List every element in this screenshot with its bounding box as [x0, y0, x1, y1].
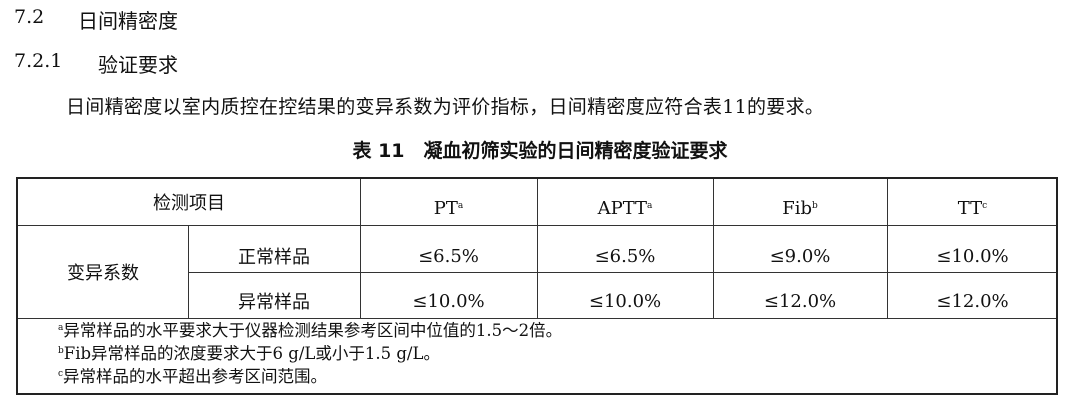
footnote: c异常样品的水平超出参考区间范围。 — [58, 365, 562, 388]
footnote-text: 异常样品的水平超出参考区间范围。 — [63, 367, 328, 386]
subsection-title: 验证要求 — [98, 53, 178, 77]
table-caption: 表 11 凝血初筛实验的日间精密度验证要求 — [352, 140, 728, 162]
table-cell: ≤10.0% — [412, 290, 485, 312]
footnote-mark: b — [58, 346, 64, 356]
column-name: Fib — [782, 197, 812, 219]
divider — [713, 179, 714, 318]
header-tt: TT c — [887, 185, 1058, 231]
footnote-mark: a — [457, 201, 464, 211]
body-paragraph: 日间精密度以室内质控在控结果的变异系数为评价指标，日间精密度应符合表11的要求。 — [66, 96, 825, 118]
table-footnotes: a异常样品的水平要求大于仪器检测结果参考区间中位值的1.5～2倍。 bFib异常… — [58, 319, 562, 388]
table-cell: ≤10.0% — [588, 290, 662, 312]
divider — [887, 179, 888, 318]
header-fib: Fib b — [713, 185, 887, 231]
column-name: APTT — [597, 197, 648, 219]
section-title: 日间精密度 — [78, 9, 178, 33]
precision-table: 检测项目 PT a APTT a Fib b TT c 变异系数 正常样品 ≤6.5% … — [16, 177, 1058, 395]
column-name: TT — [957, 197, 983, 219]
row-label: 正常样品 — [238, 247, 310, 268]
footnote: a异常样品的水平要求大于仪器检测结果参考区间中位值的1.5～2倍。 — [58, 319, 562, 342]
column-name: PT — [433, 197, 458, 219]
divider — [188, 225, 189, 318]
divider — [18, 318, 1056, 319]
footnote: bFib异常样品的浓度要求大于6 g/L或小于1.5 g/L。 — [58, 342, 562, 365]
table-cell: ≤6.5% — [594, 245, 656, 267]
footnote-mark: c — [58, 369, 64, 379]
subsection-number: 7.2.1 — [14, 50, 63, 72]
divider — [360, 179, 361, 318]
divider — [188, 272, 1056, 273]
header-aptt: APTT a — [537, 185, 713, 231]
section-number: 7.2 — [14, 6, 45, 28]
table-cell: ≤12.0% — [763, 290, 837, 312]
table-cell: ≤10.0% — [936, 245, 1009, 267]
header-pt: PT a — [360, 185, 537, 231]
table-cell: ≤12.0% — [936, 290, 1009, 312]
footnote-mark: a — [58, 323, 64, 333]
footnote-mark: a — [647, 201, 653, 211]
footnote-text: 异常样品的水平要求大于仪器检测结果参考区间中位值的1.5～2倍。 — [63, 321, 563, 340]
footnote-mark: b — [812, 201, 818, 211]
table-cell: ≤6.5% — [418, 245, 479, 267]
row-group-label: 变异系数 — [67, 262, 139, 284]
divider — [537, 179, 538, 318]
footnote-text: Fib异常样品的浓度要求大于6 g/L或小于1.5 g/L。 — [63, 344, 440, 363]
table-cell: ≤9.0% — [769, 245, 831, 267]
header-item: 检测项目 — [153, 193, 225, 214]
row-label: 异常样品 — [238, 292, 310, 313]
footnote-mark: c — [982, 201, 988, 211]
